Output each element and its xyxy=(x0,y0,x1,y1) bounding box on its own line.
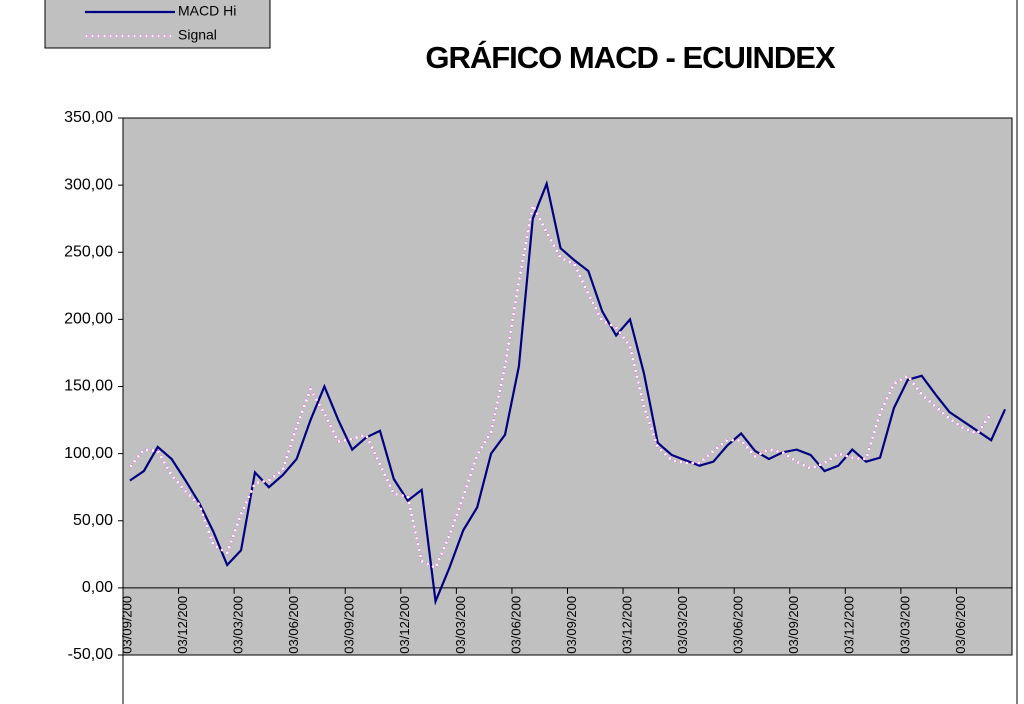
x-tick-label: 03/03/200 xyxy=(675,596,690,654)
x-tick-label: 03/09/200 xyxy=(342,596,357,654)
x-tick-label: 03/06/200 xyxy=(731,596,746,654)
x-tick-label: 03/12/200 xyxy=(397,596,412,654)
x-tick-label: 03/12/200 xyxy=(842,596,857,654)
x-tick-label: 03/12/200 xyxy=(175,596,190,654)
x-tick-label: 03/06/200 xyxy=(953,596,968,654)
x-tick-label: 03/03/200 xyxy=(897,596,912,654)
y-tick-label: 150,00 xyxy=(64,378,113,395)
x-tick-label: 03/12/200 xyxy=(619,596,634,654)
y-tick-label: 0,00 xyxy=(82,579,113,596)
y-tick-label: 200,00 xyxy=(64,311,113,328)
x-tick-label: 03/09/200 xyxy=(119,596,134,654)
x-tick-label: 03/09/200 xyxy=(564,596,579,654)
x-tick-label: 03/09/200 xyxy=(786,596,801,654)
y-tick-label: 250,00 xyxy=(64,243,113,260)
signal-dots xyxy=(128,201,993,570)
x-tick-label: 03/06/200 xyxy=(508,596,523,654)
x-tick-label: 03/03/200 xyxy=(453,596,468,654)
legend-label: MACD Hi xyxy=(178,3,236,19)
y-tick-label: 50,00 xyxy=(73,512,113,529)
x-tick-label: 03/06/200 xyxy=(286,596,301,654)
y-tick-label: 350,00 xyxy=(64,109,113,126)
legend xyxy=(44,0,271,49)
chart-title: GRÁFICO MACD - ECUINDEX xyxy=(425,40,836,75)
macd-line xyxy=(129,180,1007,606)
y-tick-label: -50,00 xyxy=(68,646,113,663)
legend-label: Signal xyxy=(178,27,217,43)
y-tick-label: 100,00 xyxy=(64,445,113,462)
x-tick-label: 03/03/200 xyxy=(231,596,246,654)
y-tick-label: 300,00 xyxy=(64,176,113,193)
plot-area xyxy=(122,117,1013,656)
